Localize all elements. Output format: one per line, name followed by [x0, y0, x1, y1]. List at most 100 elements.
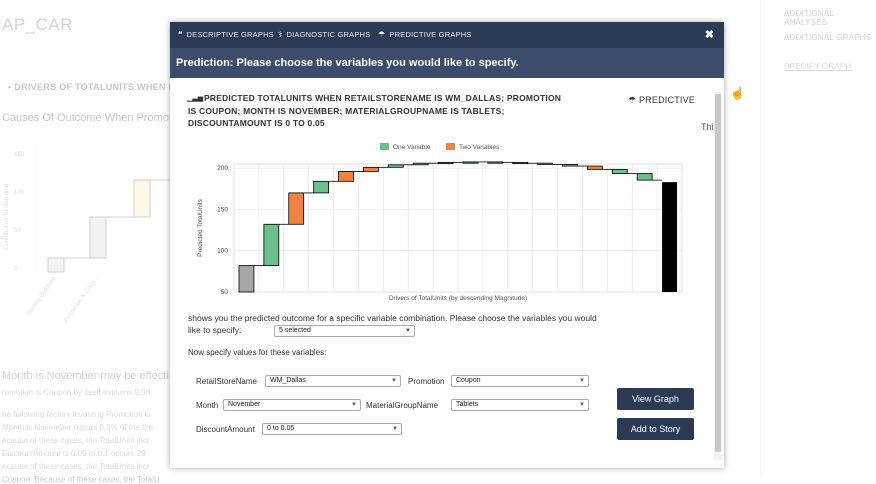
mini-y-tick: 0: [14, 266, 18, 272]
legend-swatch: [380, 143, 389, 150]
causes-heading: Causes Of Outcome When Promotio: [2, 112, 181, 124]
retailstorename-select[interactable]: WM_Dallas ▼: [265, 375, 401, 387]
mini-y-tick: 150: [14, 152, 25, 158]
chevron-down-icon: ▼: [579, 402, 585, 408]
predictive-label-text: PREDICTIVE: [638, 95, 695, 105]
month-insight-heading: Month is November may be effectin: [2, 370, 175, 382]
waterfall-bar: [587, 165, 603, 170]
additional-graphs-link[interactable]: ADDITIONAL GRAPHS: [784, 33, 872, 42]
y-tick-label: 200: [217, 165, 228, 172]
variables-multiselect[interactable]: 5 selected ▼: [274, 325, 415, 337]
discountamount-select[interactable]: 0 to 0.05 ▼: [262, 423, 402, 435]
insight-line: ecause of these cases, the TotalUnits in…: [2, 462, 150, 471]
variables-multiselect-value: 5 selected: [279, 327, 311, 334]
insight-line: DiscountAmount is 0.05 to 0.1 occurs 29: [2, 449, 146, 458]
additional-analyses-link[interactable]: ADDITIONAL ANALYSES: [784, 9, 834, 27]
umbrella-icon: ☂: [628, 95, 637, 105]
tab-label: DIAGNOSTIC GRAPHS: [286, 30, 371, 39]
waterfall-bar: [462, 161, 479, 164]
mini-y-label: Contribution To Outcome: [4, 183, 10, 250]
insight-line: ecause of these cases, the TotalUnits in…: [2, 436, 150, 445]
legend-label: Two Variables: [459, 144, 500, 151]
tab-descriptive-graphs[interactable]: ❝ DESCRIPTIVE GRAPHS: [178, 22, 274, 48]
specify-graph-link[interactable]: SPECIFY GRAPH: [784, 62, 852, 71]
prediction-waterfall-chart: One Variable Two Variables 50 100 150 200 Pr…: [197, 143, 683, 302]
waterfall-bar: [636, 173, 653, 181]
waterfall-bar: [263, 223, 280, 266]
promotion-value: Coupon: [456, 377, 481, 384]
insight-line: romotion is Coupon by itself explains 9.…: [2, 388, 151, 397]
discountamount-value: 0 to 0.05: [267, 425, 295, 432]
specify-values-label: Now specify values for these variables:: [188, 348, 327, 357]
promotion-label: Promotion: [408, 377, 445, 386]
waterfall-bar: [412, 162, 429, 166]
month-value: November: [228, 401, 261, 408]
waterfall-bar: [363, 166, 379, 172]
chevron-down-icon: ▼: [392, 426, 398, 432]
modal-header: Prediction: Please choose the variables …: [170, 48, 724, 78]
chevron-down-icon: ▼: [405, 328, 411, 334]
month-label: Month: [196, 401, 219, 410]
tab-label: DESCRIPTIVE GRAPHS: [186, 30, 274, 39]
retailstorename-label: RetailStoreName: [196, 377, 257, 386]
close-icon[interactable]: ✖: [704, 29, 714, 41]
chevron-down-icon: ▼: [579, 378, 585, 384]
truncated-text: Thi: [701, 122, 714, 132]
description-text: shows you the predicted outcome for a sp…: [188, 312, 608, 336]
legend-swatch: [446, 143, 455, 150]
start-bar: [238, 265, 255, 293]
description-part1: shows you the predicted outcome for a sp…: [188, 313, 597, 335]
mini-bar: [133, 179, 151, 218]
retailstorename-value: WM_Dallas: [270, 377, 306, 384]
tab-predictive-graphs[interactable]: ☂ PREDICTIVE GRAPHS: [378, 22, 472, 48]
chevron-down-icon: ▼: [391, 378, 397, 384]
hand-cursor-icon: ☝: [730, 86, 745, 100]
dot-icon: •: [8, 82, 15, 92]
right-divider: [760, 0, 761, 475]
waterfall-bar: [512, 161, 529, 164]
drivers-subheading-text: DRIVERS OF TOTALUNITS WHEN PROMO: [14, 82, 205, 92]
legend-label: One Variable: [393, 144, 431, 151]
insight-line: he following factors involving Promotion…: [2, 410, 151, 419]
add-to-story-button[interactable]: Add to Story: [617, 418, 694, 440]
prediction-modal: ❝ DESCRIPTIVE GRAPHS ⚕ DIAGNOSTIC GRAPHS ☂…: [170, 22, 724, 468]
final-bar: [662, 182, 678, 292]
page-title: AP_CAR: [2, 15, 74, 34]
umbrella-icon: ☂: [378, 30, 386, 39]
waterfall-bar: [611, 168, 628, 174]
mini-bar: [89, 216, 107, 259]
mini-y-tick: 50: [14, 228, 21, 234]
materialgroupname-select[interactable]: Tablets ▼: [451, 399, 589, 411]
y-tick-label: 50: [221, 289, 229, 296]
discountamount-label: DiscountAmount: [196, 425, 255, 434]
materialgroupname-value: Tablets: [456, 401, 479, 408]
promotion-select[interactable]: Coupon ▼: [451, 375, 589, 387]
insight-line: Month is November occurs 8.3% of the tim: [2, 423, 153, 432]
waterfall-bar: [313, 180, 329, 194]
waterfall-bar: [562, 164, 578, 167]
month-select[interactable]: November ▼: [223, 399, 361, 411]
materialgroupname-label: MaterialGroupName: [366, 401, 439, 410]
modal-header-text: Prediction: Please choose the variables …: [176, 57, 519, 69]
predictive-label: ☂ PREDICTIVE: [628, 95, 695, 106]
y-axis-label: Predicted TotalUnits: [197, 198, 204, 256]
modal-scrollbar-thumb[interactable]: [715, 94, 721, 452]
mini-bar: [47, 257, 65, 273]
waterfall-bar: [437, 161, 454, 164]
graph-type-tabs: ❝ DESCRIPTIVE GRAPHS ⚕ DIAGNOSTIC GRAPHS ☂…: [170, 22, 724, 48]
chevron-down-icon: ▼: [351, 402, 357, 408]
x-axis-label: Drivers of TotalUnits (by descending Mag…: [389, 295, 527, 302]
quote-icon: ❝: [178, 30, 183, 39]
waterfall-bar: [288, 192, 305, 225]
waterfall-bar: [338, 171, 354, 182]
y-tick-label: 100: [217, 248, 228, 255]
predicted-title: PREDICTED TOTALUNITS WHEN RETAILSTORENAM…: [188, 93, 562, 128]
view-graph-button[interactable]: View Graph: [617, 388, 694, 410]
waterfall-bar: [537, 162, 553, 165]
stethoscope-icon: ⚕: [278, 30, 283, 39]
y-tick-label: 150: [217, 206, 228, 213]
bar-chart-icon: ▁▃▅: [187, 95, 204, 102]
tab-diagnostic-graphs[interactable]: ⚕ DIAGNOSTIC GRAPHS: [278, 22, 370, 48]
tab-label: PREDICTIVE GRAPHS: [389, 30, 472, 39]
